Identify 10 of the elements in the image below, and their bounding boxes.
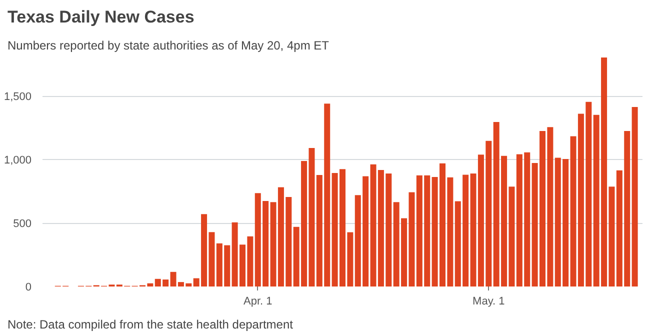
- y-tick-label: 0: [25, 282, 32, 294]
- x-tick-label: Apr. 1: [244, 296, 272, 308]
- y-tick-label: 1,500: [4, 91, 32, 104]
- x-tick-label: May. 1: [472, 296, 505, 308]
- chart-title: Texas Daily New Cases: [8, 8, 194, 26]
- y-tick-label: 500: [13, 218, 32, 230]
- text: Note: Data compiled from the state health department: [8, 318, 294, 332]
- chart-subtitle: Numbers reported by state authorities as of May 20, 4pm ET: [8, 38, 330, 52]
- bar: [632, 107, 638, 286]
- y-tick-label: 1,000: [4, 154, 32, 167]
